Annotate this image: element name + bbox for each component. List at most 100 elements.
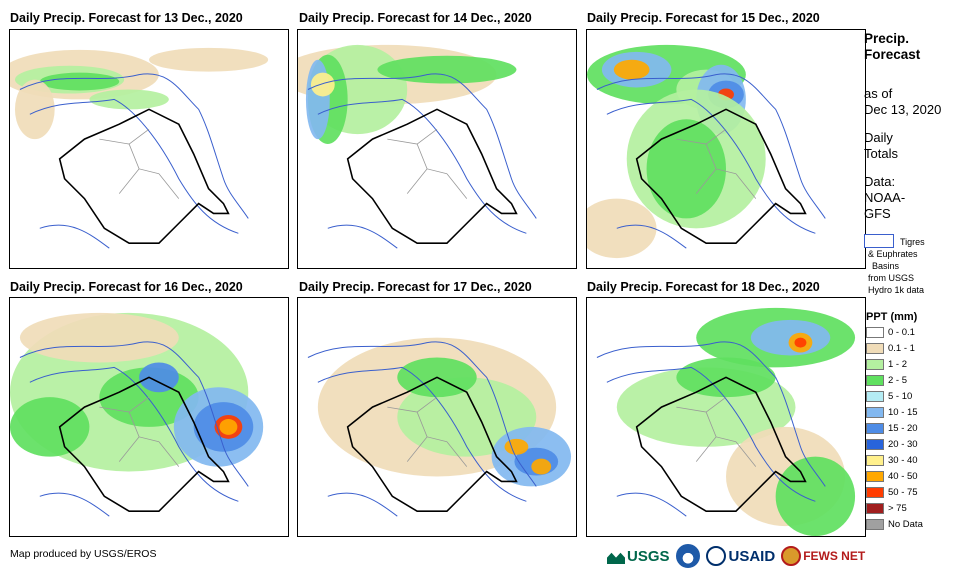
legend-swatch (866, 358, 884, 370)
legend-label: 10 - 15 (888, 406, 918, 418)
legend-item: 0 - 0.1 (866, 326, 915, 338)
legend-swatch (866, 502, 884, 514)
legend-label: 0 - 0.1 (888, 326, 915, 338)
basin-note-line2: & Euphrates (868, 249, 918, 259)
panel-title-5: Daily Precip. Forecast for 17 Dec., 2020 (299, 280, 532, 294)
basin-legend-swatch (864, 234, 894, 248)
precip-field (377, 55, 517, 84)
legend-swatch (866, 454, 884, 466)
precip-field (613, 59, 650, 80)
usgs-wave-icon (607, 552, 625, 564)
map-panel-6 (586, 297, 866, 537)
precip-field (39, 72, 120, 91)
usaid-logo-text: USAID (728, 547, 776, 565)
legend-label: 40 - 50 (888, 470, 918, 482)
legend-swatch (866, 342, 884, 354)
legend-item: 0.1 - 1 (866, 342, 915, 354)
basin-river-line (307, 341, 537, 487)
precip-field (504, 438, 529, 455)
sidebar-title: Precip. Forecast (864, 31, 920, 63)
province-boundary (676, 396, 757, 467)
panel-title-3: Daily Precip. Forecast for 15 Dec., 2020 (587, 11, 820, 25)
panel-title-1: Daily Precip. Forecast for 13 Dec., 2020 (10, 11, 243, 25)
legend-item: 40 - 50 (866, 470, 918, 482)
map-panel-5 (297, 297, 577, 537)
sidebar-totals-line2: Totals (864, 146, 898, 161)
sidebar-asof-line1: as of (864, 86, 893, 101)
legend-item: 30 - 40 (866, 454, 918, 466)
basin-note-line4: from USGS (868, 273, 915, 283)
usaid-logo: USAID (705, 546, 776, 566)
basin-river-line (39, 224, 110, 249)
legend-item: 10 - 15 (866, 406, 918, 418)
sidebar-totals: Daily Totals (864, 130, 898, 162)
sidebar-title-line1: Precip. (864, 31, 910, 46)
precip-field (397, 377, 537, 457)
country-border (346, 108, 518, 245)
legend-label: 0.1 - 1 (888, 342, 915, 354)
precip-field (219, 418, 238, 435)
legend-label: No Data (888, 518, 923, 530)
basin-note-line3: Basins (872, 261, 900, 271)
legend-item: No Data (866, 518, 923, 530)
legend-label: 15 - 20 (888, 422, 918, 434)
legend-swatch (866, 486, 884, 498)
basin-river-line (606, 366, 816, 502)
basin-river-line (596, 341, 826, 487)
legend-swatch (866, 438, 884, 450)
province-boundary (676, 128, 757, 199)
province-boundary (387, 396, 468, 467)
precip-field (14, 79, 55, 140)
precip-field (310, 72, 335, 97)
usaid-seal-icon (705, 546, 726, 566)
noaa-logo-icon (675, 544, 700, 568)
province-boundary (99, 128, 180, 199)
legend-swatch (866, 470, 884, 482)
basin-river-line (616, 492, 687, 517)
sidebar-asof: as of Dec 13, 2020 (864, 86, 941, 118)
sidebar-totals-line1: Daily (864, 130, 893, 145)
usgs-logo-text: USGS (627, 547, 670, 565)
basin-river-line (19, 73, 249, 219)
basin-river-line (29, 366, 239, 502)
map-panel-2 (297, 29, 577, 269)
logo-strip: USGS USAID FEWS NET (607, 542, 865, 570)
map-credit: Map produced by USGS/EROS (10, 548, 157, 560)
country-border (635, 108, 807, 245)
precip-field (139, 362, 179, 393)
legend-label: 30 - 40 (888, 454, 918, 466)
precip-field (19, 312, 179, 363)
basin-note-line5: Hydro 1k data (868, 285, 925, 295)
legend-item: 50 - 75 (866, 486, 918, 498)
legend-swatch (866, 374, 884, 386)
fews-logo: FEWS NET (781, 546, 865, 566)
precip-field (587, 198, 657, 259)
basin-river-line (616, 224, 687, 249)
precip-field (305, 59, 330, 140)
legend-label: 5 - 10 (888, 390, 913, 402)
precip-field (149, 47, 269, 72)
fews-globe-icon (781, 546, 802, 566)
legend-swatch (866, 390, 884, 402)
panel-title-4: Daily Precip. Forecast for 16 Dec., 2020 (10, 280, 243, 294)
sidebar-data-line3: GFS (864, 206, 891, 221)
country-border (346, 376, 518, 513)
panel-title-6: Daily Precip. Forecast for 18 Dec., 2020 (587, 280, 820, 294)
legend-item: 15 - 20 (866, 422, 918, 434)
basin-legend-note: Tigres & Euphrates Basins from USGS Hydr… (864, 236, 925, 296)
legend-label: 50 - 75 (888, 486, 918, 498)
basin-river-line (327, 224, 398, 249)
ppt-legend-title: PPT (mm) (866, 311, 918, 323)
basin-note-line1: Tigres (900, 237, 925, 247)
province-boundary (99, 396, 180, 467)
legend-item: 1 - 2 (866, 358, 907, 370)
panel-title-2: Daily Precip. Forecast for 14 Dec., 2020 (299, 11, 532, 25)
fews-logo-text: FEWS NET (803, 549, 866, 563)
legend-swatch (866, 422, 884, 434)
legend-item: 2 - 5 (866, 374, 907, 386)
precip-field (794, 337, 807, 348)
usgs-logo: USGS (607, 548, 670, 565)
legend-swatch (866, 518, 884, 530)
legend-label: > 75 (888, 502, 907, 514)
precip-field (646, 119, 726, 219)
